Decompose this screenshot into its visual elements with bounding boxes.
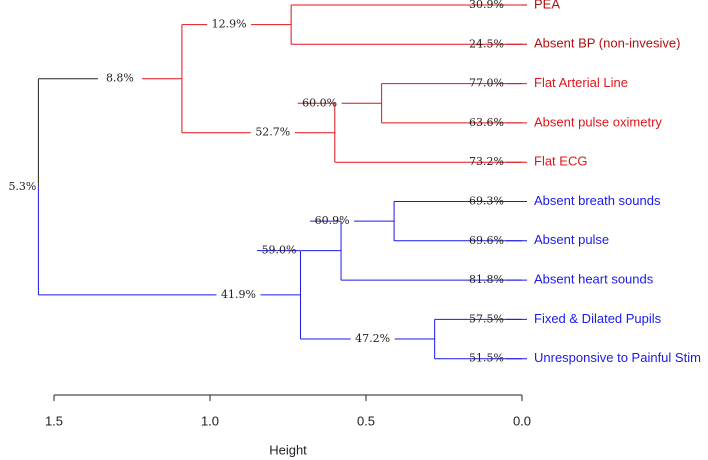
merge-support-label: 59.0% <box>262 244 297 257</box>
leaf-label: Flat Arterial Line <box>534 75 628 90</box>
axis-tick-label: 1.5 <box>45 413 63 428</box>
leaf-support-label: 77.0% <box>469 77 504 90</box>
dendrogram-branches <box>37 4 527 360</box>
axis-tick-label: 0.0 <box>513 413 531 428</box>
leaf-support-label: 63.6% <box>469 116 504 129</box>
merge-support-label: 41.9% <box>221 288 256 301</box>
leaf-label: Absent pulse oximetry <box>534 114 662 129</box>
merge-support-label: 47.2% <box>355 332 390 345</box>
leaf-label: Absent heart sounds <box>534 272 654 287</box>
merge-support-label: 8.8% <box>106 72 134 85</box>
leaf-support-label: 51.5% <box>469 352 504 365</box>
leaf-label: PEA <box>534 0 560 11</box>
axis-tick-label: 0.5 <box>357 413 375 428</box>
merge-support-label: 12.9% <box>212 18 247 31</box>
leaf-support-label: 69.3% <box>469 195 504 208</box>
x-axis-label: Height <box>269 442 307 457</box>
merge-support-label: 52.7% <box>255 126 290 139</box>
merge-support-label: 60.9% <box>315 214 350 227</box>
leaf-label: Absent BP (non-invesive) <box>534 36 680 51</box>
leaf-label: Absent breath sounds <box>534 193 661 208</box>
leaf-label: Fixed & Dilated Pupils <box>534 311 662 326</box>
merge-support-label: 60.0% <box>302 96 337 109</box>
leaf-support-label: 30.9% <box>469 0 504 11</box>
leaf-support-label: 81.8% <box>469 273 504 286</box>
leaf-support-label: 69.6% <box>469 234 504 247</box>
leaf-label: Unresponsive to Painful Stim <box>534 350 701 365</box>
leaf-support-label: 73.2% <box>469 155 504 168</box>
root-support-label: 5.3% <box>8 180 36 193</box>
axis-tick-label: 1.0 <box>201 413 219 428</box>
leaf-label: Absent pulse <box>534 232 609 247</box>
leaf-label: Flat ECG <box>534 154 587 169</box>
height-axis: 1.5 1.0 0.5 0.0 Height <box>45 394 531 457</box>
dendrogram-labels: 30.9% PEA 24.5% Absent BP (non-invesive) 77.… <box>8 0 700 365</box>
leaf-support-label: 57.5% <box>469 312 504 325</box>
leaf-support-label: 24.5% <box>469 37 504 50</box>
